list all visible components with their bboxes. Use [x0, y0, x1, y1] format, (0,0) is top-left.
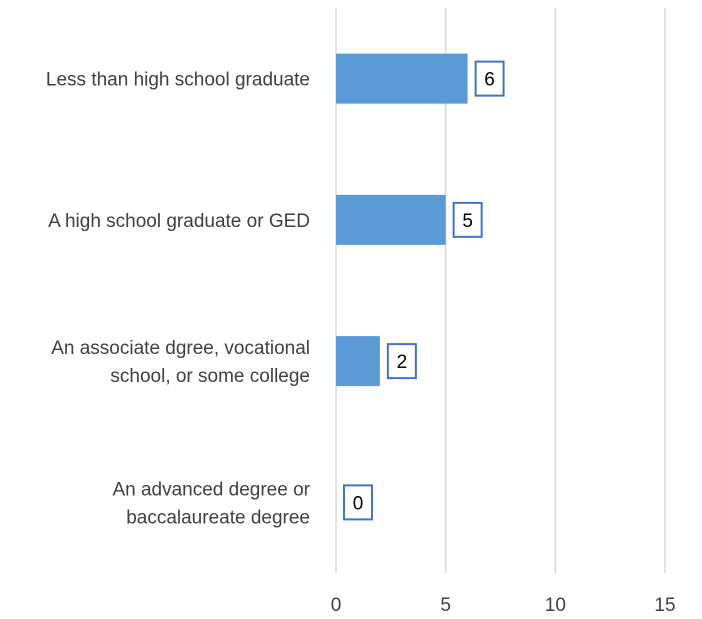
data-label-text: 0 [353, 493, 364, 514]
bars [336, 53, 468, 387]
data-label-box [343, 484, 373, 521]
data-label: 0 [343, 484, 373, 521]
category-label: An associate dgree, vocational [51, 338, 310, 359]
data-label: 2 [386, 343, 417, 380]
data-label: 6 [474, 60, 505, 97]
category-label: An advanced degree or [112, 479, 310, 500]
bar [336, 194, 446, 245]
bar [336, 53, 468, 104]
data-label-text: 2 [397, 352, 408, 373]
data-label-text: 5 [462, 211, 473, 232]
data-label-box [474, 60, 505, 97]
category-label: school, or some college [110, 366, 310, 387]
x-tick-label: 5 [440, 595, 451, 616]
x-tick-label: 10 [545, 595, 566, 616]
category-label: A high school graduate or GED [48, 211, 310, 232]
category-label: Less than high school graduate [46, 70, 310, 91]
data-label-box [452, 201, 483, 238]
category-labels: Less than high school graduate A high sch… [46, 70, 311, 529]
x-tick-label: 15 [654, 595, 675, 616]
data-label-box [386, 343, 417, 380]
x-axis-tick-labels: 0 5 10 15 [331, 595, 676, 616]
data-label: 5 [452, 201, 483, 238]
data-labels: 6 5 2 0 [343, 60, 505, 521]
data-label-text: 6 [484, 70, 495, 91]
category-label: baccalaureate degree [126, 507, 310, 528]
bar [336, 336, 380, 387]
x-tick-label: 0 [331, 595, 342, 616]
